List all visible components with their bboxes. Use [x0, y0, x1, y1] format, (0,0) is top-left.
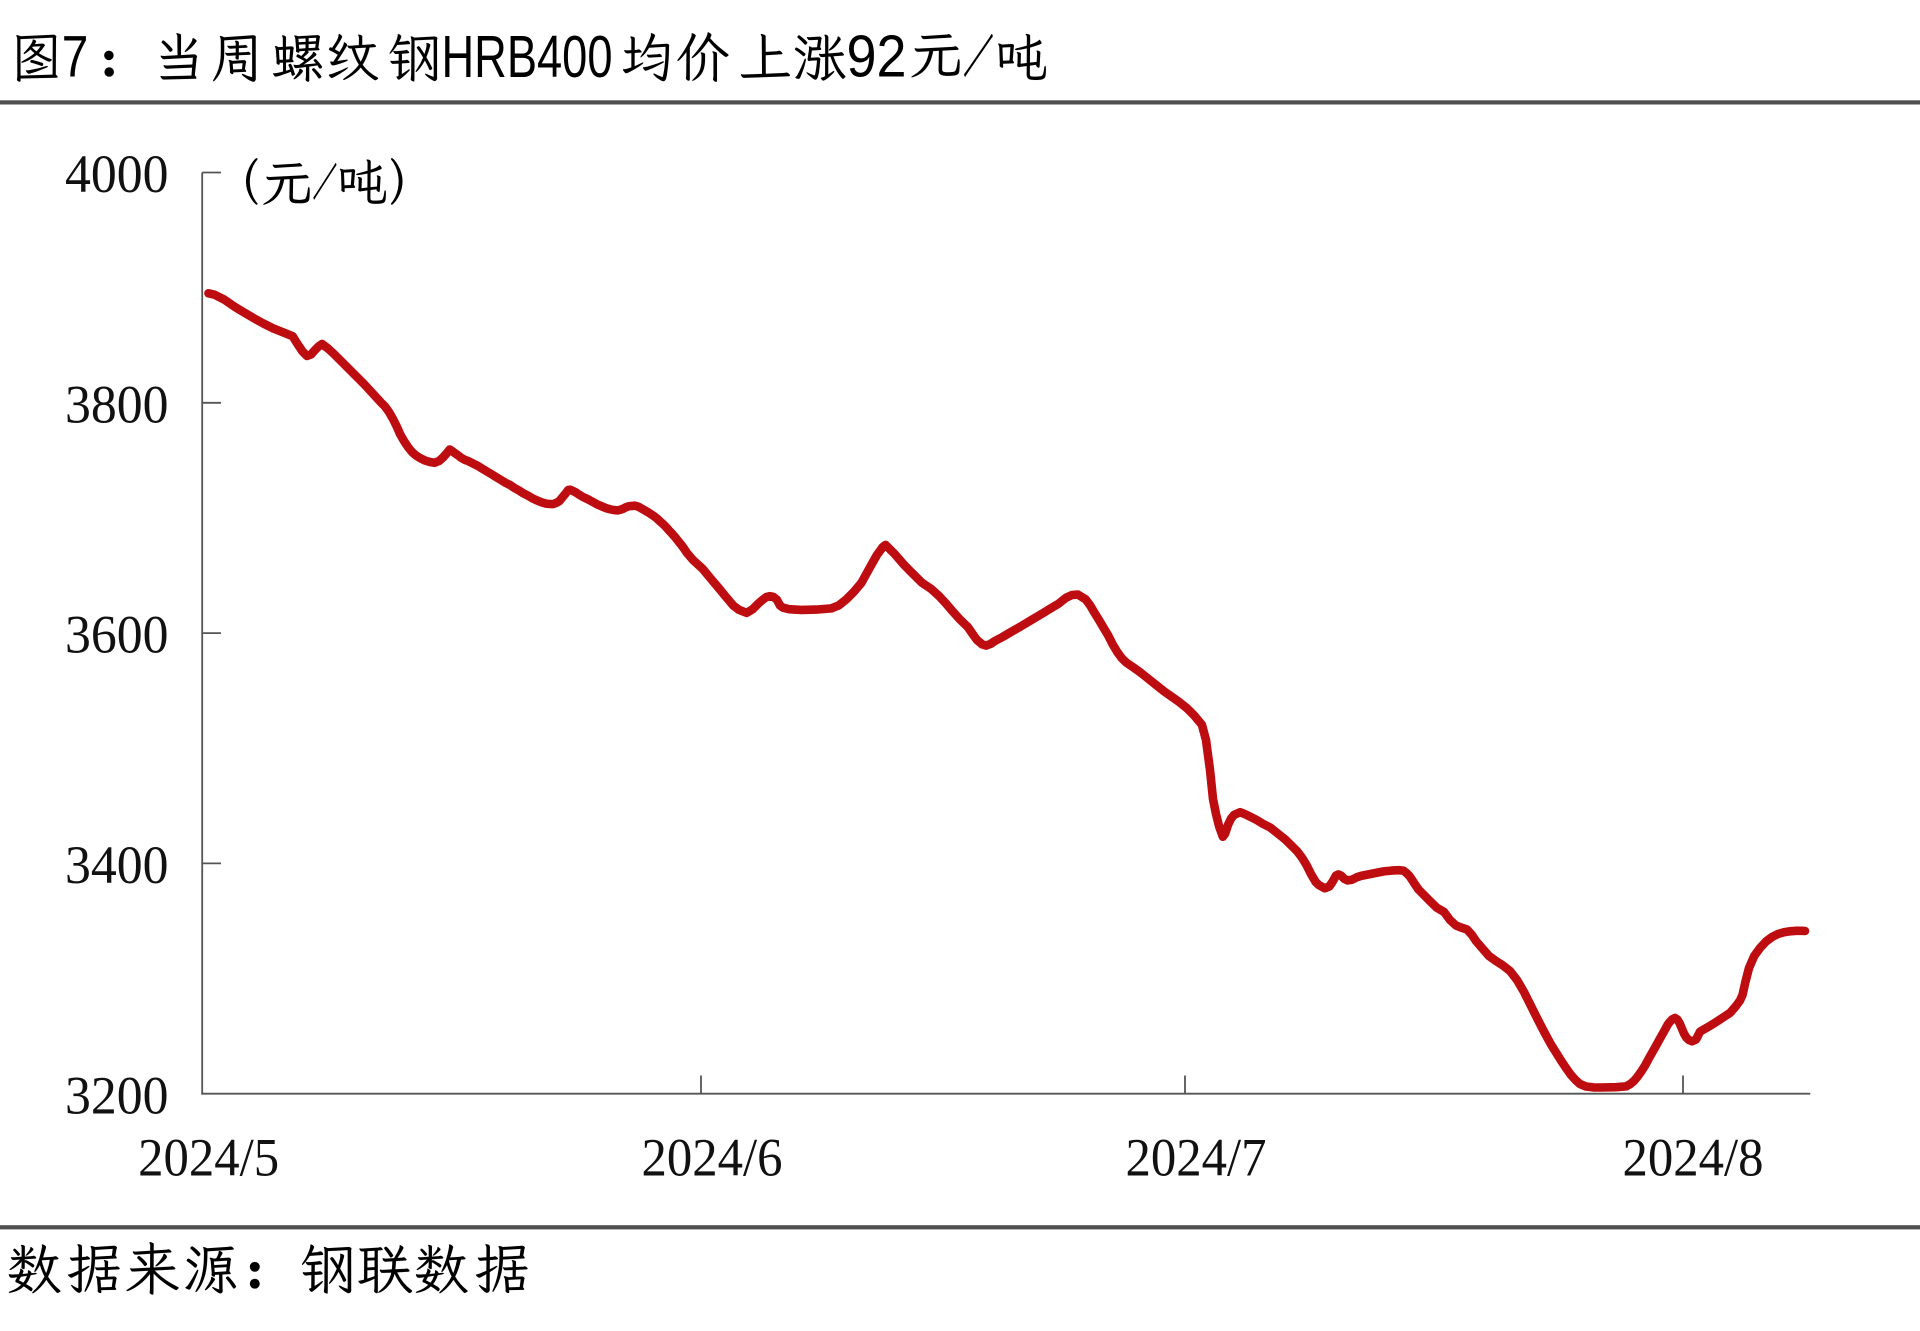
svg-text:2024/7: 2024/7: [1126, 1128, 1267, 1188]
svg-text:3400: 3400: [65, 834, 169, 895]
svg-text:HRB400: HRB400: [442, 23, 613, 90]
svg-text:2024/5: 2024/5: [138, 1128, 279, 1188]
svg-text:2024/8: 2024/8: [1623, 1128, 1764, 1188]
svg-text:3800: 3800: [65, 373, 169, 434]
svg-text:2024/6: 2024/6: [642, 1128, 783, 1188]
svg-text:7: 7: [62, 24, 89, 89]
svg-text:92: 92: [847, 23, 907, 90]
svg-text:3600: 3600: [65, 604, 169, 665]
svg-text:4000: 4000: [65, 143, 169, 204]
svg-text:3200: 3200: [65, 1064, 169, 1125]
